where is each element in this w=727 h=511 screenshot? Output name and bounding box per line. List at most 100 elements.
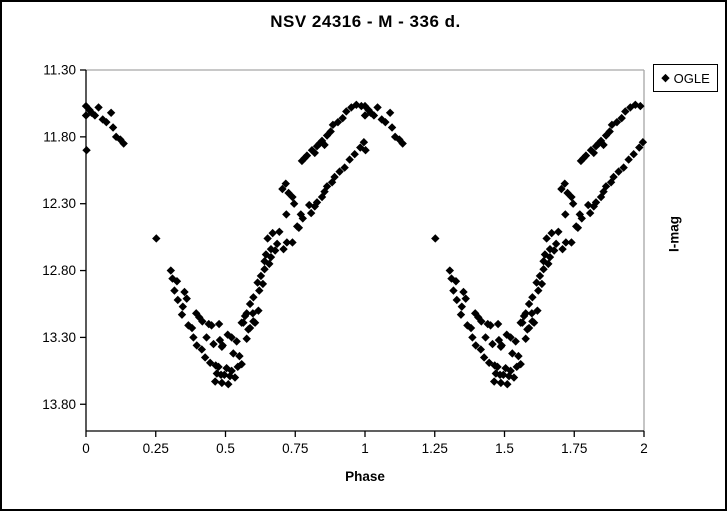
- data-point: [554, 227, 563, 236]
- data-point: [561, 238, 571, 247]
- data-point: [242, 309, 251, 318]
- data-point: [302, 151, 312, 160]
- data-point: [330, 172, 339, 182]
- data-point: [398, 139, 407, 148]
- data-point: [589, 148, 598, 158]
- data-point: [524, 299, 534, 309]
- data-point: [359, 138, 369, 147]
- data-point: [369, 111, 379, 120]
- data-point: [281, 179, 290, 188]
- data-point: [338, 113, 347, 123]
- y-tick-label: 13.30: [42, 330, 76, 345]
- data-point: [503, 380, 512, 389]
- data-point: [619, 163, 628, 172]
- x-tick-label: 0.5: [216, 441, 235, 456]
- data-point: [599, 187, 608, 196]
- data-point: [220, 370, 229, 380]
- data-point: [585, 208, 595, 218]
- data-point: [217, 378, 227, 388]
- data-point: [584, 200, 593, 210]
- data-point: [489, 377, 499, 386]
- data-point: [189, 333, 198, 342]
- data-point: [119, 139, 128, 148]
- data-point: [529, 318, 539, 327]
- data-point: [511, 337, 520, 346]
- data-point: [499, 370, 508, 380]
- data-point: [539, 265, 548, 274]
- data-point: [282, 210, 291, 219]
- data-point: [209, 339, 218, 349]
- data-point: [601, 182, 611, 191]
- data-point: [551, 239, 561, 249]
- data-point: [521, 334, 530, 343]
- x-tick-label: 0.25: [143, 441, 169, 456]
- data-point: [265, 259, 274, 269]
- data-point: [612, 117, 622, 127]
- data-point: [345, 155, 354, 164]
- data-point: [256, 271, 266, 281]
- data-point: [579, 154, 588, 163]
- data-point: [340, 163, 349, 172]
- data-point: [197, 345, 206, 354]
- data-point: [227, 366, 236, 376]
- data-point: [387, 123, 397, 132]
- data-point: [521, 309, 530, 318]
- data-point: [638, 138, 648, 147]
- data-point: [282, 238, 292, 247]
- data-point: [496, 378, 506, 388]
- x-tick-label: 0.75: [282, 441, 308, 456]
- data-point: [356, 143, 365, 152]
- data-point: [170, 286, 179, 295]
- y-axis-title: I-mag: [666, 215, 682, 253]
- data-point: [106, 108, 116, 117]
- data-point: [377, 115, 386, 124]
- data-point: [527, 309, 537, 318]
- data-point: [298, 214, 307, 223]
- data-point: [108, 123, 118, 132]
- data-point: [177, 310, 187, 319]
- data-point: [567, 238, 576, 247]
- chart-title: NSV 24316 - M - 336 d.: [270, 12, 461, 31]
- data-point: [451, 277, 461, 286]
- y-tick-label: 13.80: [42, 397, 76, 412]
- y-tick-label: 11.30: [43, 63, 76, 78]
- data-point: [288, 192, 297, 202]
- scatter-points: [81, 100, 648, 389]
- data-point: [457, 302, 467, 311]
- data-point: [322, 182, 332, 191]
- data-point: [224, 380, 233, 389]
- data-point: [381, 117, 390, 127]
- data-point: [624, 155, 633, 164]
- data-point: [596, 136, 606, 146]
- data-point: [263, 234, 272, 243]
- data-point: [278, 184, 287, 194]
- data-point: [573, 223, 583, 232]
- data-point: [357, 101, 366, 111]
- data-point: [493, 319, 503, 329]
- data-point: [596, 192, 606, 202]
- data-point: [250, 318, 260, 327]
- data-point: [180, 287, 189, 297]
- data-point: [589, 202, 598, 211]
- data-point: [214, 319, 224, 329]
- data-point: [268, 228, 277, 238]
- x-tick-label: 1.75: [561, 441, 587, 456]
- x-tick-label: 1.5: [495, 441, 514, 456]
- data-point: [477, 317, 486, 326]
- data-point: [516, 359, 525, 369]
- data-point: [631, 100, 640, 109]
- data-point: [605, 127, 614, 136]
- data-point: [575, 210, 585, 219]
- data-point: [266, 244, 276, 254]
- data-point: [449, 286, 458, 295]
- data-point: [621, 107, 630, 116]
- data-point: [445, 266, 455, 275]
- data-point: [497, 341, 506, 350]
- data-point: [549, 246, 559, 255]
- data-point: [300, 154, 309, 163]
- data-point: [326, 127, 335, 136]
- data-point: [233, 362, 242, 372]
- data-point: [514, 351, 523, 361]
